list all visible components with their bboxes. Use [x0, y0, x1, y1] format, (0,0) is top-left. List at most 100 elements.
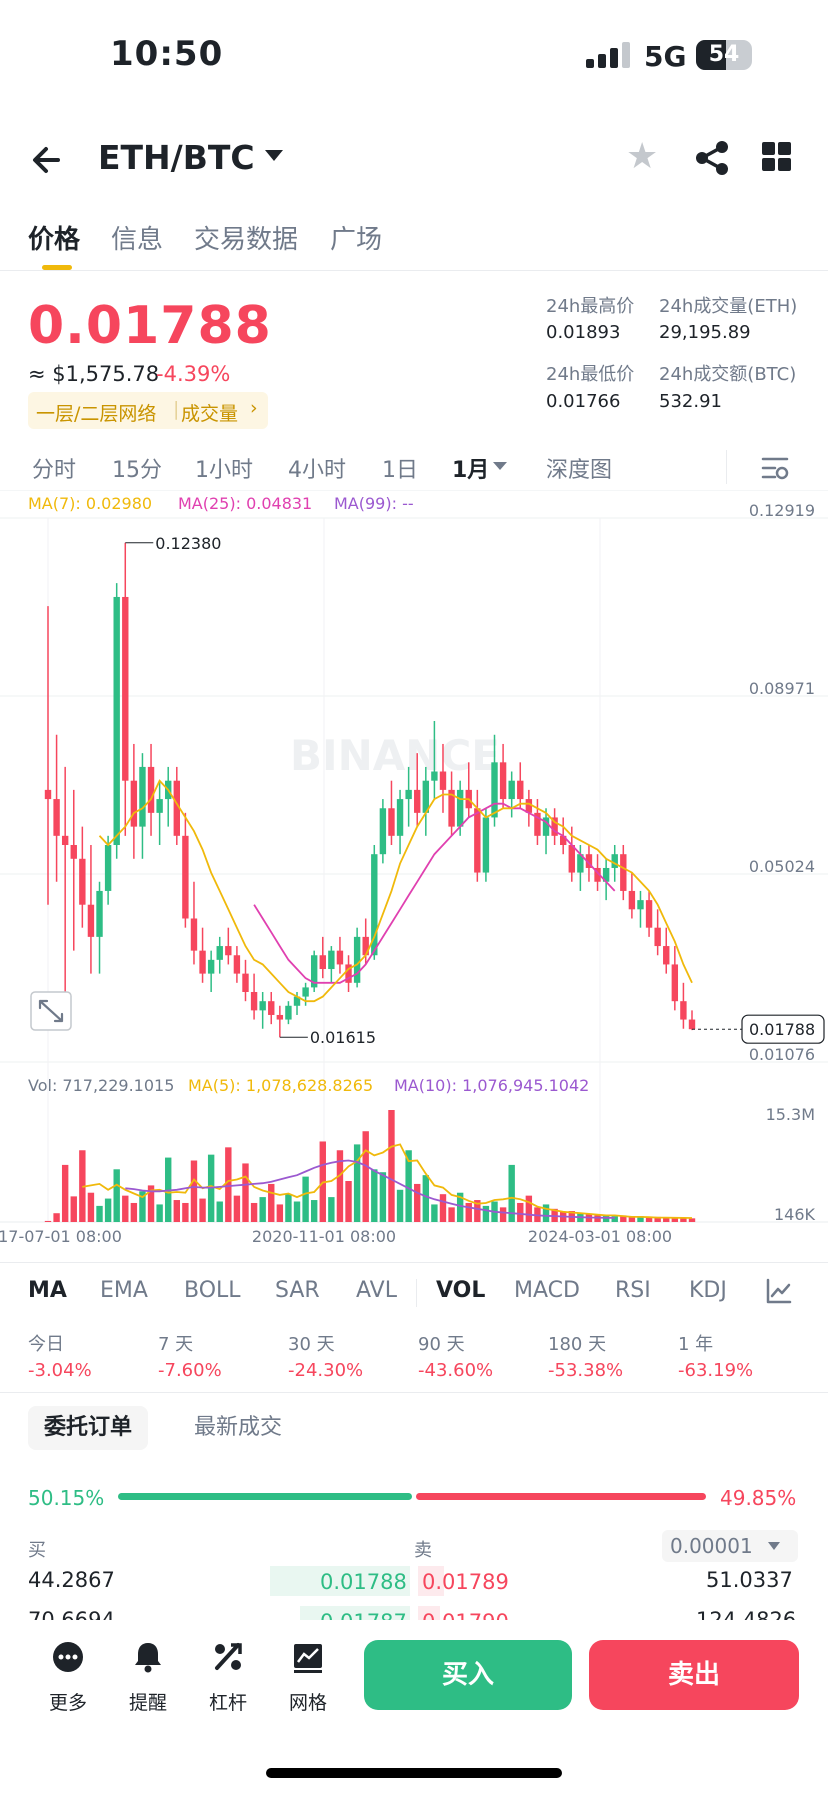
tab-price[interactable]: 价格	[28, 225, 81, 255]
sell-ratio-bar	[416, 1493, 706, 1500]
caret-down-icon[interactable]	[493, 462, 507, 470]
grid-trading-button[interactable]: 网格	[278, 1640, 338, 1715]
back-arrow-icon[interactable]	[28, 140, 68, 180]
candle	[602, 867, 610, 882]
status-bar: 10:50 5G 54	[0, 0, 828, 110]
volume-bar	[499, 1207, 507, 1222]
interval-1mo[interactable]: 1月	[452, 458, 490, 483]
alert-button[interactable]: 提醒	[118, 1640, 178, 1715]
candle	[362, 936, 369, 956]
interval-4h[interactable]: 4小时	[288, 458, 346, 483]
indicator-ema[interactable]: EMA	[100, 1278, 148, 1303]
candle	[87, 904, 95, 937]
leverage-button[interactable]: 杠杆	[198, 1640, 258, 1715]
indicator-rsi[interactable]: RSI	[615, 1278, 651, 1303]
tab-orders[interactable]: 委托订单	[28, 1406, 149, 1450]
perf-30d: 30 天 -24.30%	[288, 1334, 364, 1381]
y-tick-label: 0.12919	[749, 501, 815, 520]
y-tick-label: 0.08971	[749, 679, 815, 698]
indicator-settings-icon[interactable]	[765, 1277, 793, 1305]
sell-button[interactable]: 卖出	[589, 1640, 799, 1710]
tab-info[interactable]: 信息	[111, 225, 164, 255]
more-button[interactable]: 更多	[38, 1640, 98, 1715]
tab-square[interactable]: 广场	[330, 225, 383, 255]
bottom-action-bar: 更多 提醒 杠杆 网格 买入 卖出	[0, 1620, 828, 1740]
kline-chart[interactable]: BINANCE 0.12919 0.08971 0.05024 0.01076 15.3…	[0, 490, 828, 1262]
tab-recent-trades[interactable]: 最新成交	[194, 1415, 283, 1440]
ma7-line	[98, 779, 693, 1003]
last-price: 0.01788	[28, 296, 272, 356]
candle	[285, 1005, 292, 1020]
ma7-legend: MA(7): 0.02980	[28, 494, 152, 513]
tag-badge[interactable]: 一层/二层网络 | 成交量 ›	[28, 392, 268, 429]
interval-15m[interactable]: 15分	[112, 458, 162, 483]
home-indicator	[266, 1768, 562, 1778]
candle	[276, 1014, 284, 1020]
indicator-avl[interactable]: AVL	[356, 1278, 397, 1303]
ask-qty: 124.4826	[696, 1608, 797, 1620]
price-change: -4.39%	[156, 362, 231, 386]
share-icon[interactable]	[692, 138, 732, 178]
ask-qty: 51.0337	[706, 1568, 793, 1592]
candle	[147, 766, 155, 813]
candle	[250, 991, 258, 1011]
vol-ma10-legend: MA(10): 1,076,945.1042	[394, 1076, 589, 1095]
candle	[336, 950, 344, 965]
candle	[431, 771, 438, 781]
chart-settings-icon[interactable]	[760, 454, 790, 482]
bid-price: 0.01787	[320, 1610, 407, 1620]
interval-line[interactable]: 分时	[32, 458, 77, 483]
indicator-vol[interactable]: VOL	[436, 1278, 486, 1303]
grid-icon[interactable]	[762, 142, 792, 172]
expand-icon[interactable]	[30, 991, 72, 1031]
indicator-sar[interactable]: SAR	[275, 1278, 320, 1303]
volume-bar	[293, 1201, 301, 1222]
candle	[568, 845, 575, 873]
precision-select[interactable]: 0.00001	[662, 1530, 798, 1562]
x-tick-label: 2024-03-01 08:00	[528, 1227, 672, 1246]
signal-icon	[586, 42, 630, 68]
candle	[70, 845, 77, 859]
usd-price: ≈ $1,575.78	[28, 362, 160, 386]
candle	[259, 1001, 266, 1011]
indicator-macd[interactable]: MACD	[514, 1278, 580, 1303]
vol-btc-value: 532.91	[659, 391, 722, 412]
interval-1h[interactable]: 1小时	[195, 458, 253, 483]
high-label: 24h最高价	[546, 296, 635, 317]
indicator-ma[interactable]: MA	[28, 1278, 67, 1303]
tab-trading-data[interactable]: 交易数据	[194, 225, 299, 255]
interval-depth[interactable]: 深度图	[546, 458, 613, 483]
candle	[379, 808, 387, 855]
star-icon[interactable]: ★	[626, 136, 659, 177]
candle	[61, 835, 69, 846]
y-tick-label: 0.05024	[749, 857, 815, 876]
interval-1d[interactable]: 1日	[382, 458, 418, 483]
indicator-boll[interactable]: BOLL	[184, 1278, 241, 1303]
volume-bar	[285, 1194, 292, 1222]
more-icon	[53, 1642, 83, 1672]
pair-title[interactable]: ETH/BTC	[98, 138, 255, 177]
volume-tag[interactable]: 成交量	[181, 403, 239, 425]
volume-bar	[96, 1205, 103, 1222]
indicator-kdj[interactable]: KDJ	[689, 1278, 727, 1303]
volume-bar	[233, 1195, 241, 1222]
layer-tag[interactable]: 一层/二层网络	[36, 403, 157, 425]
vol-tick-label: 146K	[774, 1205, 816, 1224]
candle	[517, 780, 524, 800]
volume-bar	[371, 1169, 378, 1222]
candle	[302, 987, 309, 997]
grid-label: 网格	[288, 1692, 327, 1714]
orderbook-row[interactable]: 70.6694 0.01787 0.01790 124.4826	[0, 1604, 828, 1620]
candle	[44, 789, 52, 800]
volume-bar	[628, 1216, 636, 1222]
candle	[199, 950, 206, 974]
orderbook-row[interactable]: 44.2867 0.01788 0.01789 51.0337	[0, 1564, 828, 1598]
candle	[491, 762, 498, 818]
candle	[654, 927, 661, 947]
volume-bar	[379, 1172, 387, 1222]
volume-bar	[156, 1204, 163, 1222]
caret-down-icon[interactable]	[265, 150, 283, 161]
volume-bar	[225, 1147, 232, 1222]
volume-bar	[688, 1218, 696, 1222]
buy-button[interactable]: 买入	[364, 1640, 572, 1710]
